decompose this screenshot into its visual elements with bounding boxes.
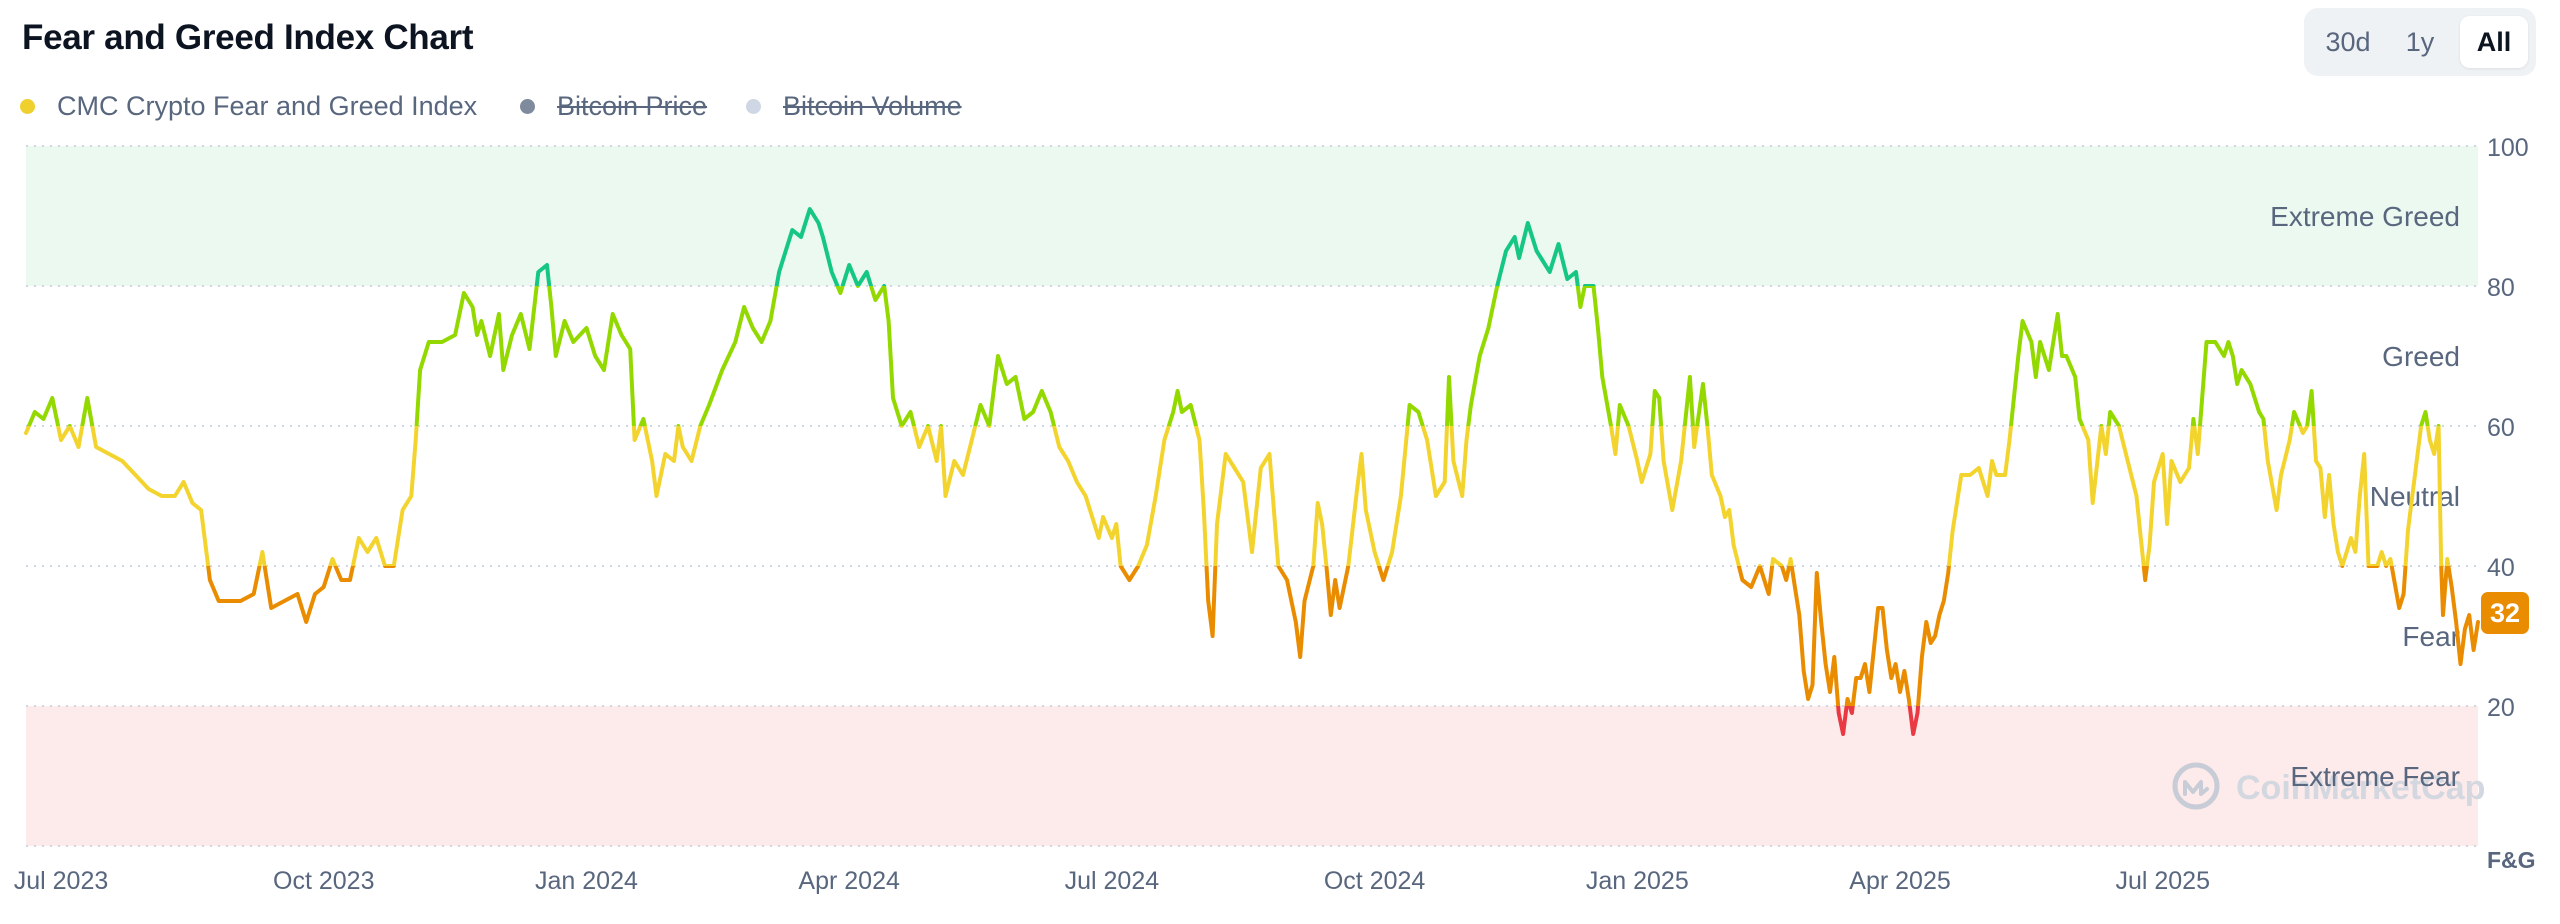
y-tick-label: 100: [2487, 134, 2529, 162]
line-segment-greed: [26, 286, 2441, 426]
x-tick-label: Oct 2023: [273, 867, 374, 895]
line-segment-neutral: [24, 426, 2451, 566]
zone-label-extreme-fear: Extreme Fear: [2290, 761, 2460, 792]
y-tick-label: 60: [2487, 414, 2515, 442]
legend-dot-icon: [746, 99, 761, 114]
line-segment-extreme-greed: [534, 207, 1596, 286]
legend-label: Bitcoin Volume: [783, 91, 962, 121]
legend-dot-icon: [520, 99, 535, 114]
coinmarketcap-logo-icon: [2172, 762, 2220, 810]
y-tick-label: 80: [2487, 274, 2515, 302]
zone-label-greed: Greed: [2382, 341, 2460, 372]
y-tick-label: 20: [2487, 694, 2515, 722]
legend-label: Bitcoin Price: [557, 91, 708, 121]
time-range-selector: 30d 1y All: [2304, 8, 2536, 76]
line-segment-fear: [206, 566, 2480, 706]
x-tick-label: Jul 2023: [14, 867, 109, 895]
x-tick-label: Jul 2025: [2115, 867, 2210, 895]
x-tick-label: Jan 2025: [1586, 867, 1689, 895]
coinmarketcap-watermark: CoinMarketCap: [2172, 762, 2485, 810]
range-button-1y[interactable]: 1y: [2405, 27, 2435, 57]
x-tick-label: Oct 2024: [1324, 867, 1426, 895]
y-tick-label: 40: [2487, 554, 2515, 582]
current-value-badge: 32: [2481, 592, 2529, 634]
extreme-fear-band: [26, 706, 2478, 846]
range-button-all[interactable]: All: [2460, 16, 2528, 68]
page-title: Fear and Greed Index Chart: [22, 18, 474, 57]
extreme-greed-band: [26, 146, 2478, 286]
x-tick-label: Apr 2025: [1849, 867, 1950, 895]
fear-greed-line: [24, 207, 2480, 736]
zone-label-extreme-greed: Extreme Greed: [2270, 201, 2460, 232]
x-tick-label: Apr 2024: [798, 867, 900, 895]
current-value-text: 32: [2490, 598, 2520, 628]
range-button-30d[interactable]: 30d: [2325, 27, 2371, 57]
watermark-text: CoinMarketCap: [2236, 769, 2485, 807]
x-tick-label: Jan 2024: [535, 867, 638, 895]
legend-label: CMC Crypto Fear and Greed Index: [57, 91, 478, 121]
current-value-badge-bg: [2481, 592, 2529, 634]
legend-dot-icon: [20, 99, 35, 114]
line-segment-extreme-fear: [1836, 706, 1921, 736]
y-axis-label: F&G: [2487, 847, 2536, 873]
zone-label-fear: Fear: [2402, 621, 2460, 652]
x-tick-label: Jul 2024: [1065, 867, 1160, 895]
